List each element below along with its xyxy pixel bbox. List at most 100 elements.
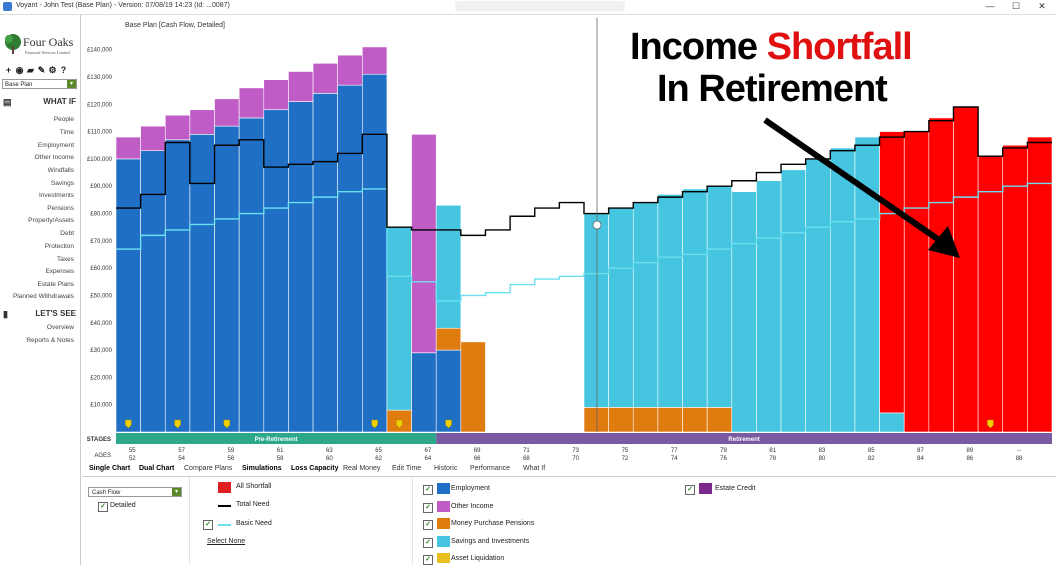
bar-segment[interactable]: [879, 131, 905, 414]
bar-segment[interactable]: [756, 180, 782, 433]
bar-segment[interactable]: [583, 213, 609, 408]
bar-segment[interactable]: [706, 407, 733, 433]
nav-item-planned-withdrawals[interactable]: Planned Withdrawals: [12, 293, 74, 300]
tab-real-money[interactable]: Real Money: [343, 465, 381, 472]
maximize-button[interactable]: ☐: [1011, 1, 1021, 11]
bar-segment[interactable]: [460, 341, 486, 433]
bar-segment[interactable]: [115, 136, 141, 160]
bar-segment[interactable]: [362, 73, 388, 433]
tab-performance[interactable]: Performance: [470, 465, 511, 472]
bar-segment[interactable]: [312, 63, 338, 94]
plan-select[interactable]: Base Plan ▾: [2, 79, 77, 89]
detailed-checkbox[interactable]: ✓: [98, 502, 108, 512]
nav-item-windfalls[interactable]: Windfalls: [47, 167, 74, 174]
nav-item-debt[interactable]: Debt: [60, 230, 74, 237]
bar-segment[interactable]: [953, 106, 979, 433]
event-marker-icon[interactable]: [396, 419, 403, 429]
nav-item-pensions[interactable]: Pensions: [47, 205, 74, 212]
close-button[interactable]: ✕: [1038, 1, 1046, 11]
nav-item-property-assets[interactable]: Property/Assets: [28, 217, 74, 224]
employment-checkbox[interactable]: ✓: [423, 485, 433, 495]
bar-segment[interactable]: [386, 226, 412, 411]
nav-item-people[interactable]: People: [53, 116, 74, 123]
bar-segment[interactable]: [731, 191, 757, 433]
bar-segment[interactable]: [411, 134, 437, 354]
bar-segment[interactable]: [140, 125, 166, 152]
tab-loss-capacity[interactable]: Loss Capacity: [291, 465, 339, 472]
bar-segment[interactable]: [214, 125, 240, 433]
event-marker-icon[interactable]: [125, 419, 132, 429]
bar-segment[interactable]: [657, 194, 683, 408]
nav-item-taxes[interactable]: Taxes: [57, 256, 74, 263]
other-income-checkbox[interactable]: ✓: [423, 503, 433, 513]
tab-what-if[interactable]: What If: [523, 465, 546, 472]
nav-item-overview[interactable]: Overview: [46, 324, 74, 331]
estate-credit-checkbox[interactable]: ✓: [685, 485, 695, 495]
nav-item-other-income[interactable]: Other Income: [34, 154, 74, 161]
pensions-checkbox[interactable]: ✓: [423, 520, 433, 530]
bar-segment[interactable]: [214, 98, 240, 127]
bar-segment[interactable]: [164, 139, 191, 433]
event-marker-icon[interactable]: [371, 419, 378, 429]
tab-simulations[interactable]: Simulations: [242, 465, 282, 472]
bar-segment[interactable]: [583, 407, 609, 433]
bar-segment[interactable]: [288, 101, 314, 433]
bar-segment[interactable]: [608, 407, 634, 433]
wrench-icon[interactable]: ✎: [37, 65, 46, 75]
bar-segment[interactable]: [682, 188, 708, 408]
bar-segment[interactable]: [140, 150, 166, 433]
bar-segment[interactable]: [312, 93, 338, 433]
chart-type-select[interactable]: Cash Flow ▾: [88, 487, 182, 497]
bar-segment[interactable]: [903, 131, 930, 433]
bar-segment[interactable]: [362, 46, 388, 75]
select-none-link[interactable]: Select None: [207, 538, 246, 545]
tab-dual-chart[interactable]: Dual Chart: [139, 465, 175, 472]
bar-segment[interactable]: [164, 114, 191, 141]
bar-segment[interactable]: [632, 202, 659, 408]
bar-segment[interactable]: [263, 109, 289, 433]
time-cursor-handle[interactable]: [592, 220, 602, 230]
bar-segment[interactable]: [288, 71, 314, 102]
bar-segment[interactable]: [608, 207, 634, 408]
bar-segment[interactable]: [657, 407, 683, 433]
bar-segment[interactable]: [1027, 136, 1053, 433]
bar-segment[interactable]: [706, 185, 733, 408]
nav-item-reports-notes[interactable]: Reports & Notes: [26, 337, 74, 344]
nav-item-protection[interactable]: Protection: [44, 243, 74, 250]
bar-segment[interactable]: [115, 158, 141, 433]
bar-segment[interactable]: [805, 158, 831, 433]
bar-segment[interactable]: [238, 87, 265, 119]
tab-compare-plans[interactable]: Compare Plans: [184, 465, 233, 472]
bar-segment[interactable]: [780, 169, 806, 433]
event-marker-icon[interactable]: [987, 419, 994, 429]
savings-checkbox[interactable]: ✓: [423, 538, 433, 548]
tab-single-chart[interactable]: Single Chart: [89, 465, 131, 472]
tab-historic[interactable]: Historic: [434, 465, 458, 472]
gear-icon[interactable]: ⚙: [48, 65, 57, 75]
bar-segment[interactable]: [337, 54, 363, 86]
bar-segment[interactable]: [632, 407, 659, 433]
bar-segment[interactable]: [1002, 144, 1028, 433]
bar-segment[interactable]: [435, 205, 462, 329]
event-marker-icon[interactable]: [174, 419, 181, 429]
bar-segment[interactable]: [189, 134, 215, 433]
nav-item-investments[interactable]: Investments: [38, 192, 74, 199]
bar-segment[interactable]: [830, 147, 856, 433]
nav-item-estate-plans[interactable]: Estate Plans: [37, 281, 75, 288]
bar-segment[interactable]: [928, 117, 954, 433]
help-icon[interactable]: ?: [60, 65, 67, 75]
bar-segment[interactable]: [411, 352, 437, 433]
bar-segment[interactable]: [682, 407, 708, 433]
minimize-button[interactable]: —: [985, 1, 995, 11]
cash-flow-chart[interactable]: £140,000 £130,000 £120,000 £110,000 £100,000…: [0, 0, 1056, 462]
nav-item-time[interactable]: Time: [59, 129, 74, 136]
bar-segment[interactable]: [977, 155, 1004, 433]
bar-segment[interactable]: [263, 79, 289, 111]
bar-segment[interactable]: [337, 84, 363, 433]
bar-segment[interactable]: [435, 327, 462, 351]
event-marker-icon[interactable]: [223, 419, 231, 429]
nav-item-employment[interactable]: Employment: [37, 142, 74, 149]
tab-edit-time[interactable]: Edit Time: [392, 465, 422, 472]
event-marker-icon[interactable]: [445, 419, 452, 429]
eye-icon[interactable]: ◉: [15, 65, 24, 75]
